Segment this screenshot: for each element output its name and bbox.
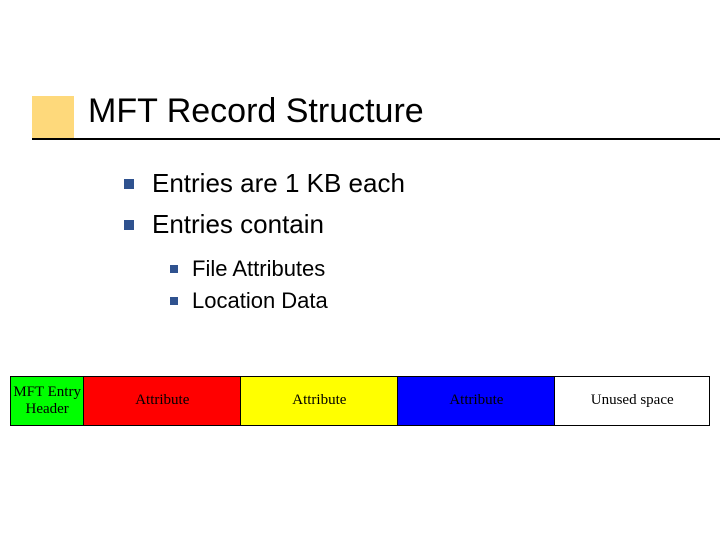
- square-bullet-icon: [124, 179, 134, 189]
- bullet-text: Location Data: [192, 288, 328, 314]
- list-item: Entries contain: [124, 209, 405, 240]
- title-accent-box: [32, 96, 74, 138]
- list-item: Location Data: [170, 288, 328, 314]
- mft-record-diagram: MFT Entry HeaderAttributeAttributeAttrib…: [10, 376, 710, 426]
- bullet-text: File Attributes: [192, 256, 325, 282]
- square-bullet-icon: [170, 297, 178, 305]
- bullet-list-level1: Entries are 1 KB each Entries contain: [124, 168, 405, 250]
- list-item: File Attributes: [170, 256, 328, 282]
- square-bullet-icon: [124, 220, 134, 230]
- bullet-list-level2: File Attributes Location Data: [170, 256, 328, 320]
- list-item: Entries are 1 KB each: [124, 168, 405, 199]
- diagram-cell-3: Attribute: [398, 377, 555, 425]
- diagram-cell-2: Attribute: [241, 377, 398, 425]
- diagram-cell-0: MFT Entry Header: [11, 377, 84, 425]
- bullet-text: Entries are 1 KB each: [152, 168, 405, 199]
- square-bullet-icon: [170, 265, 178, 273]
- diagram-cell-1: Attribute: [84, 377, 241, 425]
- page-title: MFT Record Structure: [88, 92, 424, 131]
- slide: MFT Record Structure Entries are 1 KB ea…: [0, 0, 720, 540]
- title-underline: [32, 138, 720, 140]
- diagram-cell-4: Unused space: [555, 377, 709, 425]
- bullet-text: Entries contain: [152, 209, 324, 240]
